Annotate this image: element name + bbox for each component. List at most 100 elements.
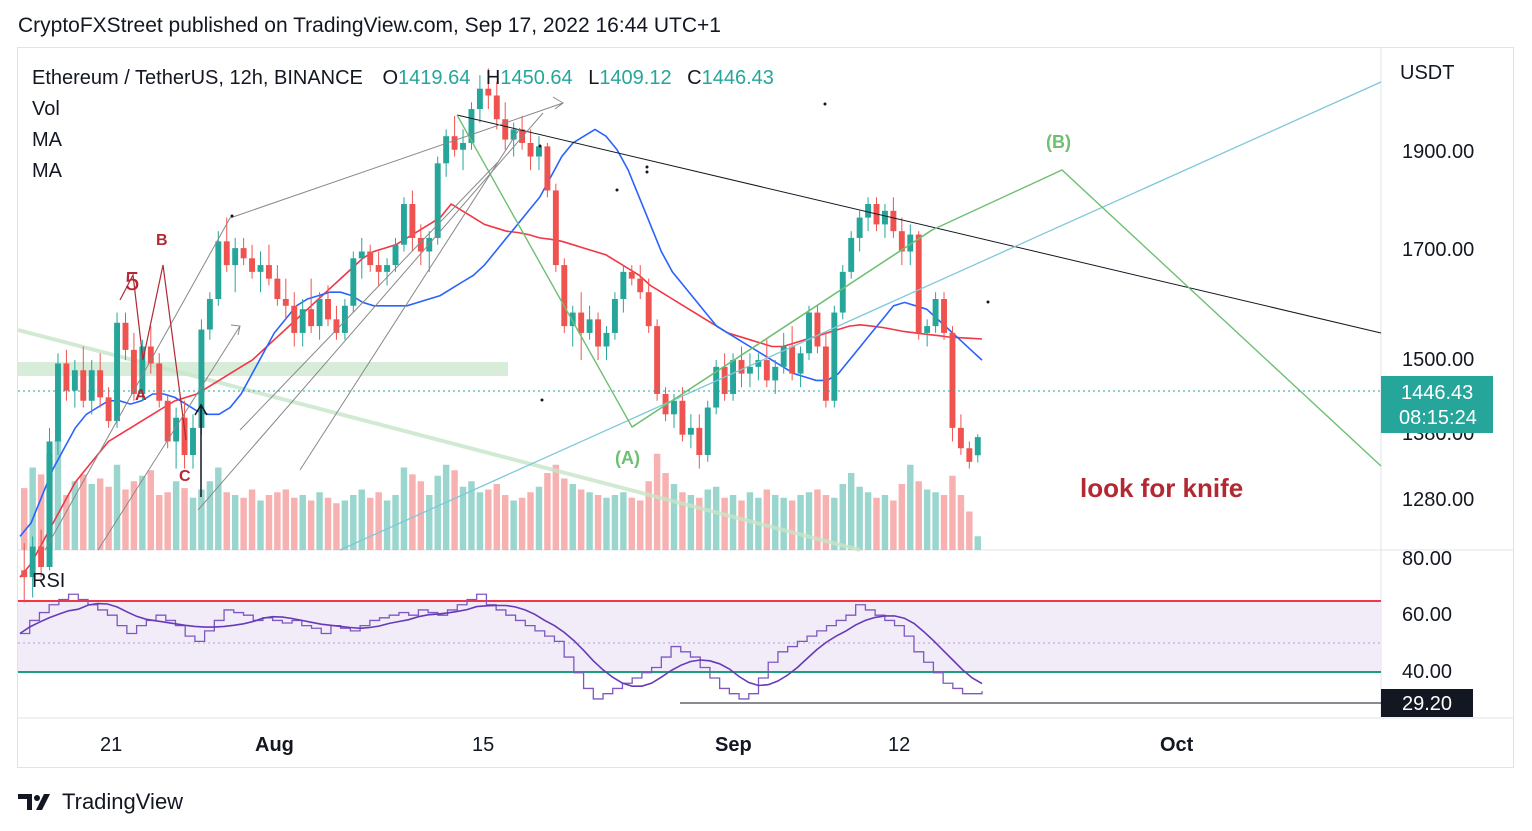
- candle-body: [519, 129, 526, 143]
- volume-bar: [282, 489, 290, 550]
- candle-body: [21, 570, 28, 578]
- candle-body: [603, 332, 610, 347]
- volume-bar: [679, 492, 686, 550]
- chart-frame: [17, 47, 1514, 768]
- wave-a-b-line: [631, 229, 933, 428]
- price-tick: 1700.00: [1402, 239, 1474, 261]
- volume-bar: [80, 474, 87, 550]
- volume-bar: [670, 484, 678, 550]
- candle-body: [789, 346, 796, 374]
- rsi-tick: 80.00: [1402, 548, 1452, 570]
- candle-body: [215, 241, 222, 299]
- candle-body: [206, 299, 213, 330]
- footer-brand-text: TradingView: [62, 789, 184, 814]
- volume-bar: [147, 470, 155, 550]
- candle-body: [417, 237, 424, 252]
- volume-bar: [662, 473, 669, 550]
- candle-body: [730, 360, 737, 394]
- indicator-ma-2[interactable]: MA: [32, 160, 63, 182]
- volume-bar: [763, 489, 771, 550]
- volume-bar: [231, 495, 239, 550]
- chart-legend: Ethereum / TetherUS, 12h, BINANCE O1419.…: [32, 67, 774, 182]
- indicator-vol[interactable]: Vol: [32, 98, 60, 120]
- volume-bar: [544, 473, 551, 550]
- candle-body: [341, 305, 348, 333]
- candle-body: [654, 326, 661, 394]
- candle-body: [966, 448, 973, 462]
- rsi-pane: RSI 80.00 60.00 40.00 29.20: [18, 548, 1473, 717]
- volume-bar: [468, 481, 475, 550]
- volume-bar: [898, 484, 906, 550]
- candle-body: [806, 312, 812, 354]
- volume-bar: [645, 481, 652, 550]
- volume-bar: [603, 497, 610, 550]
- volume-bar: [873, 497, 880, 550]
- symbol-label: Ethereum / TetherUS, 12h, BINANCE: [32, 67, 363, 89]
- volume-bar: [940, 495, 948, 550]
- rsi-lines: [19, 593, 983, 700]
- candle-body: [97, 370, 104, 398]
- candle-body: [797, 353, 804, 374]
- volume-bar: [223, 492, 230, 550]
- wave-a-label: A: [135, 387, 147, 404]
- candle-body: [173, 417, 180, 442]
- time-tick: Aug: [255, 734, 294, 756]
- candle-body: [848, 237, 855, 272]
- volume-bar: [493, 484, 500, 550]
- footer-brand[interactable]: TradingView: [18, 788, 183, 816]
- rsi-marker-value: 29.20: [1402, 693, 1452, 715]
- wave-big-b-label: (B): [1046, 132, 1071, 152]
- volume-bar: [96, 478, 104, 550]
- candle-body: [282, 299, 289, 306]
- grey-arrow-lines: [44, 96, 564, 551]
- rsi-tick: 40.00: [1402, 661, 1452, 683]
- candle-body: [856, 217, 863, 238]
- volume-bar: [831, 497, 838, 550]
- candle-body: [384, 265, 391, 272]
- candle-body: [586, 319, 593, 333]
- candle-body: [476, 88, 483, 110]
- volume-bar: [772, 495, 779, 550]
- candle-body: [249, 258, 256, 272]
- volume-bar: [206, 481, 214, 550]
- candle-body: [358, 251, 365, 259]
- volume-bar: [291, 497, 298, 550]
- volume-bar: [324, 497, 332, 550]
- time-axis[interactable]: 21 Aug 15 Sep 12 Oct: [100, 734, 1194, 756]
- candle-body: [645, 292, 652, 327]
- moving-averages: [19, 128, 983, 578]
- volume-bar: [966, 511, 973, 550]
- volume-bar: [383, 500, 391, 550]
- time-tick: Sep: [715, 734, 752, 756]
- volume-bar: [628, 497, 636, 550]
- candle-body: [679, 400, 686, 435]
- time-tick: 21: [100, 734, 122, 756]
- indicator-ma-1[interactable]: MA: [32, 129, 63, 151]
- price-axis[interactable]: USDT 1900.00 1700.00 1500.00 1380.00 128…: [1400, 62, 1474, 511]
- volume-bar: [957, 495, 965, 550]
- candle-body: [308, 309, 315, 327]
- volume-bar: [839, 484, 846, 550]
- volume-bar: [907, 464, 914, 550]
- candle-body: [401, 204, 407, 245]
- volume-bar: [586, 492, 593, 550]
- volume-bar: [341, 500, 349, 550]
- volume-bar: [594, 495, 602, 550]
- volume-bar: [316, 492, 323, 550]
- candle-body: [738, 360, 745, 374]
- volume-bar: [561, 478, 568, 550]
- volume-bar: [856, 486, 863, 550]
- volume-bar: [923, 489, 931, 550]
- current-price-badge: 1446.43 08:15:24: [1381, 376, 1493, 433]
- volume-bar: [333, 503, 340, 550]
- volume-bar: [122, 489, 129, 550]
- volume-bar: [518, 497, 526, 550]
- candle-body: [831, 312, 838, 401]
- volume-bar: [704, 489, 711, 550]
- wave-c-label: C: [179, 468, 191, 485]
- candle-body: [156, 363, 163, 401]
- volume-bar: [358, 489, 365, 550]
- candle-body: [890, 210, 897, 232]
- candle-body: [164, 400, 171, 442]
